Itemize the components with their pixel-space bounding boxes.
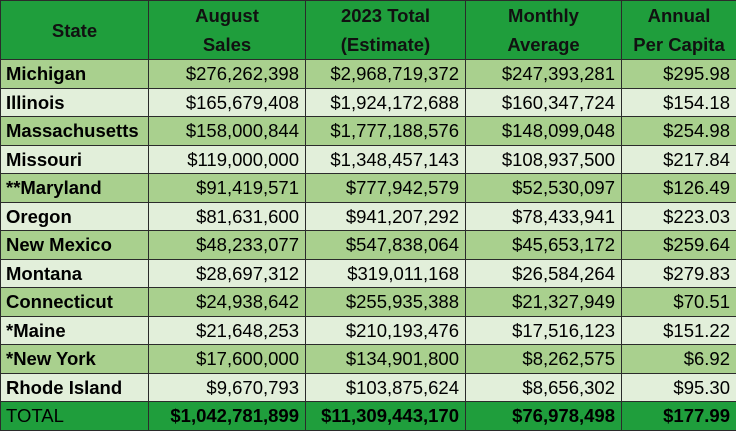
monthly-average-cell: $26,584,264	[465, 258, 622, 288]
header-2023-total: 2023 Total (Estimate)	[305, 0, 466, 60]
august-sales-cell: $91,419,571	[148, 173, 306, 203]
state-cell: Connecticut	[0, 287, 149, 317]
annual-per-capita-cell: $223.03	[621, 201, 736, 231]
state-cell: Montana	[0, 258, 149, 288]
total-estimate-cell: $941,207,292	[305, 201, 466, 231]
state-cell: New Mexico	[0, 230, 149, 260]
august-sales-cell: $165,679,408	[148, 87, 306, 117]
state-cell: Rhode Island	[0, 372, 149, 402]
annual-per-capita-cell: $154.18	[621, 87, 736, 117]
total-estimate-cell: $255,935,388	[305, 287, 466, 317]
state-cell: Massachusetts	[0, 116, 149, 146]
total-monthly-average-cell: $76,978,498	[465, 401, 622, 431]
total-estimate-cell: $1,348,457,143	[305, 144, 466, 174]
table-row: *New York $17,600,000 $134,901,800 $8,26…	[0, 344, 736, 374]
table-row: New Mexico $48,233,077 $547,838,064 $45,…	[0, 230, 736, 260]
monthly-average-cell: $8,656,302	[465, 372, 622, 402]
annual-per-capita-cell: $279.83	[621, 258, 736, 288]
header-august-sales: August Sales	[148, 0, 306, 60]
annual-per-capita-cell: $259.64	[621, 230, 736, 260]
table-row: Oregon $81,631,600 $941,207,292 $78,433,…	[0, 201, 736, 231]
total-estimate-cell: $1,924,172,688	[305, 87, 466, 117]
monthly-average-cell: $108,937,500	[465, 144, 622, 174]
state-cell: Illinois	[0, 87, 149, 117]
annual-per-capita-cell: $95.30	[621, 372, 736, 402]
monthly-average-cell: $160,347,724	[465, 87, 622, 117]
table-row: Montana $28,697,312 $319,011,168 $26,584…	[0, 258, 736, 288]
annual-per-capita-cell: $6.92	[621, 344, 736, 374]
total-august-sales-cell: $1,042,781,899	[148, 401, 306, 431]
annual-per-capita-cell: $217.84	[621, 144, 736, 174]
table-row: Missouri $119,000,000 $1,348,457,143 $10…	[0, 144, 736, 174]
table-row: Rhode Island $9,670,793 $103,875,624 $8,…	[0, 372, 736, 402]
state-cell: *New York	[0, 344, 149, 374]
header-row: State August Sales 2023 Total (Estimate) M…	[0, 0, 736, 60]
total-estimate-cell: $210,193,476	[305, 315, 466, 345]
total-row: TOTAL $1,042,781,899 $11,309,443,170 $76…	[0, 401, 736, 431]
total-estimate-total-cell: $11,309,443,170	[305, 401, 466, 431]
total-estimate-cell: $103,875,624	[305, 372, 466, 402]
total-estimate-cell: $1,777,188,576	[305, 116, 466, 146]
total-estimate-cell: $2,968,719,372	[305, 59, 466, 89]
august-sales-cell: $9,670,793	[148, 372, 306, 402]
august-sales-cell: $276,262,398	[148, 59, 306, 89]
august-sales-cell: $28,697,312	[148, 258, 306, 288]
total-estimate-cell: $547,838,064	[305, 230, 466, 260]
monthly-average-cell: $8,262,575	[465, 344, 622, 374]
monthly-average-cell: $148,099,048	[465, 116, 622, 146]
state-cell: **Maryland	[0, 173, 149, 203]
table-row: *Maine $21,648,253 $210,193,476 $17,516,…	[0, 315, 736, 345]
august-sales-cell: $21,648,253	[148, 315, 306, 345]
annual-per-capita-cell: $70.51	[621, 287, 736, 317]
total-estimate-cell: $777,942,579	[305, 173, 466, 203]
header-state: State	[0, 0, 149, 60]
annual-per-capita-cell: $151.22	[621, 315, 736, 345]
monthly-average-cell: $21,327,949	[465, 287, 622, 317]
state-cell: Oregon	[0, 201, 149, 231]
header-annual-per-capita: Annual Per Capita	[621, 0, 736, 60]
august-sales-cell: $48,233,077	[148, 230, 306, 260]
august-sales-cell: $17,600,000	[148, 344, 306, 374]
total-annual-per-capita-cell: $177.99	[621, 401, 736, 431]
monthly-average-cell: $247,393,281	[465, 59, 622, 89]
table-row: Massachusetts $158,000,844 $1,777,188,57…	[0, 116, 736, 146]
august-sales-cell: $81,631,600	[148, 201, 306, 231]
monthly-average-cell: $17,516,123	[465, 315, 622, 345]
state-cell: Missouri	[0, 144, 149, 174]
annual-per-capita-cell: $126.49	[621, 173, 736, 203]
total-estimate-cell: $319,011,168	[305, 258, 466, 288]
august-sales-cell: $119,000,000	[148, 144, 306, 174]
sales-table: State August Sales 2023 Total (Estimate) M…	[0, 0, 736, 431]
table-row: Michigan $276,262,398 $2,968,719,372 $24…	[0, 59, 736, 89]
august-sales-cell: $158,000,844	[148, 116, 306, 146]
annual-per-capita-cell: $254.98	[621, 116, 736, 146]
monthly-average-cell: $78,433,941	[465, 201, 622, 231]
total-label-cell: TOTAL	[0, 401, 149, 431]
table-row: **Maryland $91,419,571 $777,942,579 $52,…	[0, 173, 736, 203]
state-cell: *Maine	[0, 315, 149, 345]
monthly-average-cell: $45,653,172	[465, 230, 622, 260]
annual-per-capita-cell: $295.98	[621, 59, 736, 89]
header-monthly-average: Monthly Average	[465, 0, 622, 60]
state-cell: Michigan	[0, 59, 149, 89]
total-estimate-cell: $134,901,800	[305, 344, 466, 374]
august-sales-cell: $24,938,642	[148, 287, 306, 317]
table-row: Connecticut $24,938,642 $255,935,388 $21…	[0, 287, 736, 317]
table-row: Illinois $165,679,408 $1,924,172,688 $16…	[0, 87, 736, 117]
monthly-average-cell: $52,530,097	[465, 173, 622, 203]
